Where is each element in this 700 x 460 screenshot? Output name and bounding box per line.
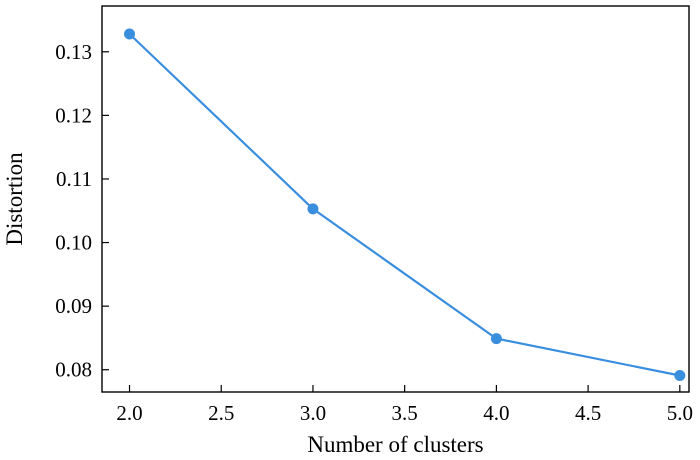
data-point — [124, 28, 136, 40]
y-tick-label: 0.13 — [55, 40, 92, 64]
x-tick-label: 2.0 — [116, 401, 142, 425]
x-tick-label: 2.5 — [208, 401, 234, 425]
data-point — [307, 203, 319, 215]
data-point — [674, 369, 686, 381]
data-point — [490, 333, 502, 345]
plot-frame — [101, 5, 690, 393]
y-tick-label: 0.11 — [56, 167, 92, 191]
x-tick-label: 3.0 — [300, 401, 326, 425]
y-tick-label: 0.08 — [55, 358, 92, 382]
x-tick-label: 3.5 — [392, 401, 418, 425]
series-layer — [124, 28, 686, 381]
y-tick-label: 0.12 — [55, 103, 92, 127]
x-axis-label: Number of clusters — [307, 432, 483, 457]
x-tick-label: 4.0 — [483, 401, 509, 425]
y-tick-label: 0.10 — [55, 231, 92, 255]
ticks-layer: 2.0 2.5 3.0 3.5 4.0 4.5 5.0 0.08 0.09 0.10 0.11 0.1… — [55, 40, 693, 425]
y-tick-label: 0.09 — [55, 294, 92, 318]
x-tick-label: 5.0 — [667, 401, 693, 425]
x-tick-label: 4.5 — [575, 401, 601, 425]
y-axis-label: Distortion — [2, 152, 27, 246]
series-line — [128, 33, 681, 377]
